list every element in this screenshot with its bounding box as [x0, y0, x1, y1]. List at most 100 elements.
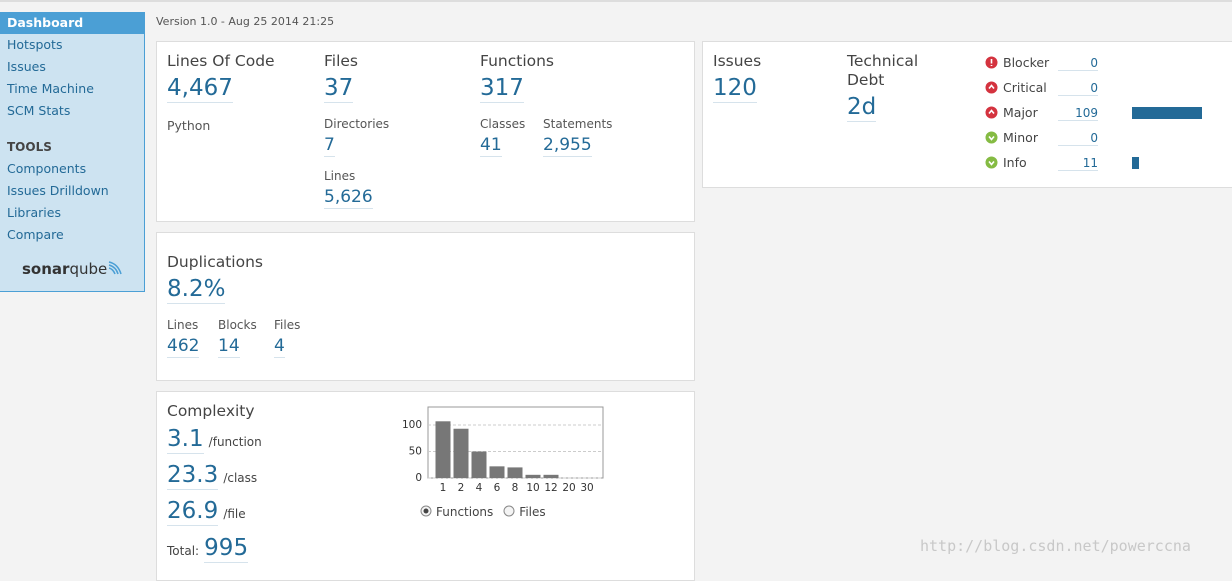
metric-value[interactable]: 5,626	[324, 187, 373, 209]
tools-heading: TOOLS	[7, 140, 52, 154]
icon-glyph	[988, 135, 995, 141]
severity-name: Major	[1003, 105, 1038, 120]
x-tick-label: 2	[458, 482, 465, 494]
icon-circle	[985, 106, 998, 119]
y-tick-label: 0	[415, 472, 422, 484]
nav-item[interactable]: Time Machine	[7, 81, 94, 96]
metric-value[interactable]: 26.9	[167, 498, 219, 526]
option-label: Files	[519, 505, 546, 519]
metric-value[interactable]: 462	[167, 336, 200, 358]
nav-item[interactable]: Hotspots	[7, 37, 63, 52]
metric-label: Directories	[324, 117, 390, 131]
metric-value[interactable]: 995	[204, 535, 249, 563]
radio-option[interactable]: Files	[503, 505, 546, 519]
metric-label: Functions	[480, 52, 555, 70]
severity-icon	[985, 81, 998, 94]
severity-icon	[985, 156, 998, 169]
severity-count[interactable]: 11	[1058, 156, 1098, 171]
nav-item[interactable]: Issues Drilldown	[7, 183, 109, 198]
size-panel	[156, 41, 695, 222]
severity-bar	[1132, 107, 1202, 119]
x-tick-label: 12	[544, 482, 557, 494]
severity-icon	[985, 56, 998, 69]
logo: sonarqube	[22, 259, 123, 278]
option-label: Functions	[436, 505, 494, 519]
nav-item[interactable]: Components	[7, 161, 87, 176]
radio	[503, 505, 515, 517]
bar	[471, 451, 487, 478]
x-tick-label: 6	[494, 482, 501, 494]
complexity-row: 3.1 /function	[167, 426, 262, 454]
unit: /file	[223, 507, 246, 521]
x-tick-label: 10	[526, 482, 539, 494]
severity-count[interactable]: 109	[1058, 106, 1098, 121]
bar	[507, 467, 523, 478]
icon-circle	[985, 81, 998, 94]
x-tick-label: 8	[512, 482, 519, 494]
metric-value[interactable]: 120	[713, 75, 757, 103]
severity-icon	[985, 106, 998, 119]
metric-value[interactable]: 2d	[847, 94, 877, 122]
metric-label: Lines	[324, 169, 356, 183]
top-border	[0, 0, 1232, 2]
logo-sonar: sonar	[22, 260, 70, 278]
severity-count[interactable]: 0	[1058, 81, 1098, 96]
metric-label: Lines	[167, 318, 199, 332]
severity-name: Info	[1003, 155, 1027, 170]
x-tick-label: 1	[440, 482, 447, 494]
icon-circle	[985, 156, 998, 169]
x-tick-label: 30	[580, 482, 593, 494]
nav-item[interactable]: SCM Stats	[7, 103, 71, 118]
metric-value[interactable]: 2,955	[543, 135, 592, 157]
metric-label: Issues	[713, 52, 762, 70]
metric-label: Files	[324, 52, 359, 70]
bar	[435, 421, 451, 478]
chart-options: Functions Files	[420, 505, 556, 519]
metric-value[interactable]: 14	[218, 336, 240, 358]
sidebar	[0, 12, 145, 292]
complexity-panel	[156, 391, 695, 581]
icon-glyph	[988, 84, 995, 90]
severity-count[interactable]: 0	[1058, 131, 1098, 146]
metric-label: Statements	[543, 117, 613, 131]
metric-value[interactable]: 4	[274, 336, 285, 358]
bar	[453, 428, 469, 478]
icon-glyph	[988, 160, 995, 166]
y-tick-label: 100	[402, 419, 422, 431]
severity-icon	[985, 131, 998, 144]
x-tick-label: 20	[562, 482, 575, 494]
unit: /class	[223, 471, 258, 485]
metric-label: Lines Of Code	[167, 52, 275, 70]
unit: /function	[208, 435, 262, 449]
radio-option[interactable]: Functions	[420, 505, 493, 519]
complexity-row: 26.9 /file	[167, 498, 246, 526]
metric-label: Complexity	[167, 402, 255, 420]
metric-value[interactable]: 41	[480, 135, 502, 157]
metric-value[interactable]: 37	[324, 75, 354, 103]
metric-value[interactable]: 3.1	[167, 426, 204, 454]
bar	[525, 474, 541, 478]
nav-item[interactable]: Dashboard	[0, 12, 144, 34]
metric-value[interactable]: 8.2%	[167, 276, 226, 304]
nav-item[interactable]: Issues	[7, 59, 46, 74]
severity-bar	[1132, 157, 1140, 169]
severity-count[interactable]: 0	[1058, 56, 1098, 71]
logo-qube: qube	[69, 260, 108, 278]
metric-value[interactable]: 4,467	[167, 75, 233, 103]
metric-label: Classes	[480, 117, 526, 131]
nav-item[interactable]: Libraries	[7, 205, 61, 220]
radio	[420, 505, 432, 517]
watermark: http://blog.csdn.net/powerccna	[920, 537, 1191, 555]
severity-name: Critical	[1003, 80, 1047, 95]
icon-circle	[985, 131, 998, 144]
metric-value[interactable]: 317	[480, 75, 524, 103]
metric-value[interactable]: 23.3	[167, 462, 219, 490]
metric-value[interactable]: 7	[324, 135, 335, 157]
metric-label: Technical Debt	[847, 52, 919, 89]
severity-name: Minor	[1003, 130, 1038, 145]
total-label: Total:	[167, 544, 200, 558]
nav-item[interactable]: Compare	[7, 227, 64, 242]
x-tick-label: 4	[476, 482, 483, 494]
